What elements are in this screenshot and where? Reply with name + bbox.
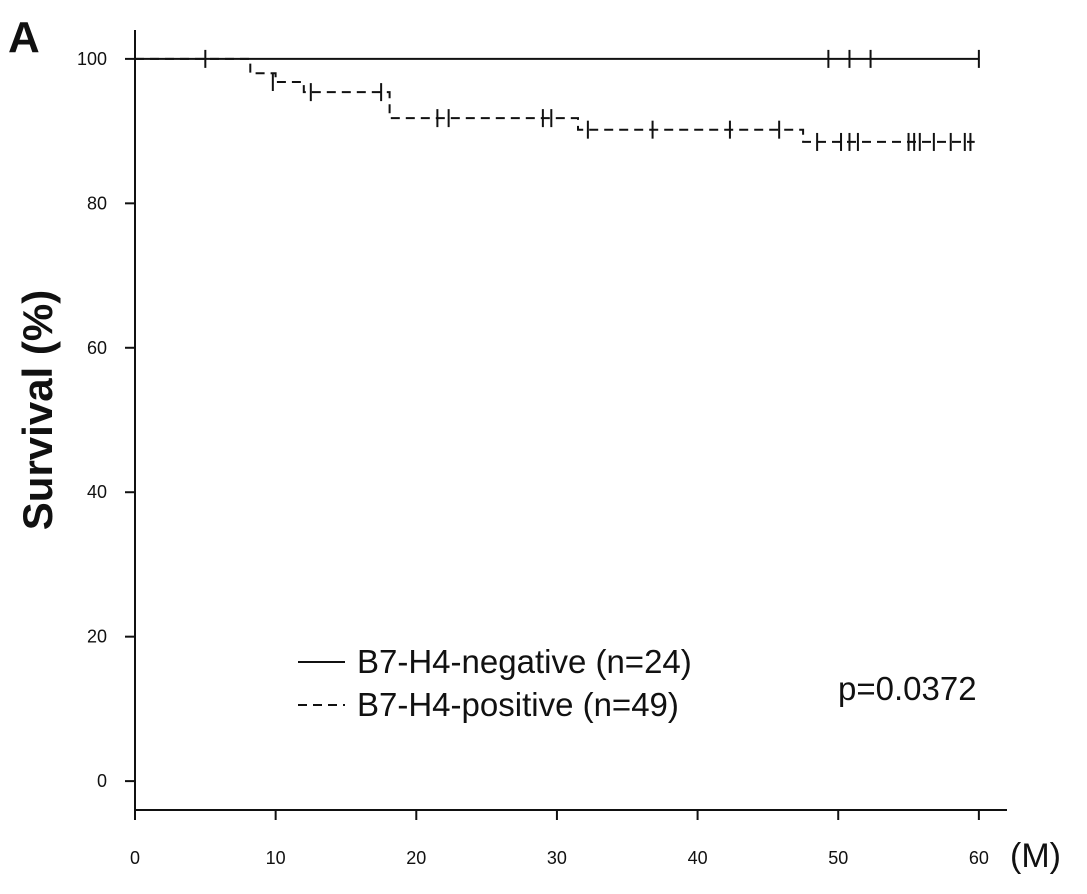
series-line-positive: [135, 57, 975, 143]
axes: 0 10 20 30 40 50 60 0 20 40 60 80 100: [77, 30, 1007, 868]
x-tick-label: 60: [969, 848, 989, 868]
p-value-annotation: p=0.0372: [838, 670, 977, 707]
legend-label-negative: B7-H4-negative (n=24): [357, 643, 692, 680]
panel-label: A: [8, 13, 40, 62]
y-tick-label: 0: [97, 771, 107, 791]
x-tick-label: 20: [406, 848, 426, 868]
legend-label-positive: B7-H4-positive (n=49): [357, 686, 679, 723]
x-tick-label: 0: [130, 848, 140, 868]
x-tick-label: 30: [547, 848, 567, 868]
legend: B7-H4-negative (n=24) B7-H4-positive (n=…: [298, 643, 692, 723]
y-tick-label: 20: [87, 627, 107, 647]
x-axis-unit: (M): [1010, 837, 1061, 875]
x-tick-label: 10: [266, 848, 286, 868]
y-tick-label: 100: [77, 49, 107, 69]
series-group: [135, 49, 980, 151]
x-tick-label: 40: [688, 848, 708, 868]
y-axis-label: Survival (%): [14, 290, 61, 530]
x-tick-label: 50: [828, 848, 848, 868]
y-tick-label: 60: [87, 338, 107, 358]
y-tick-label: 80: [87, 193, 107, 213]
y-tick-label: 40: [87, 482, 107, 502]
